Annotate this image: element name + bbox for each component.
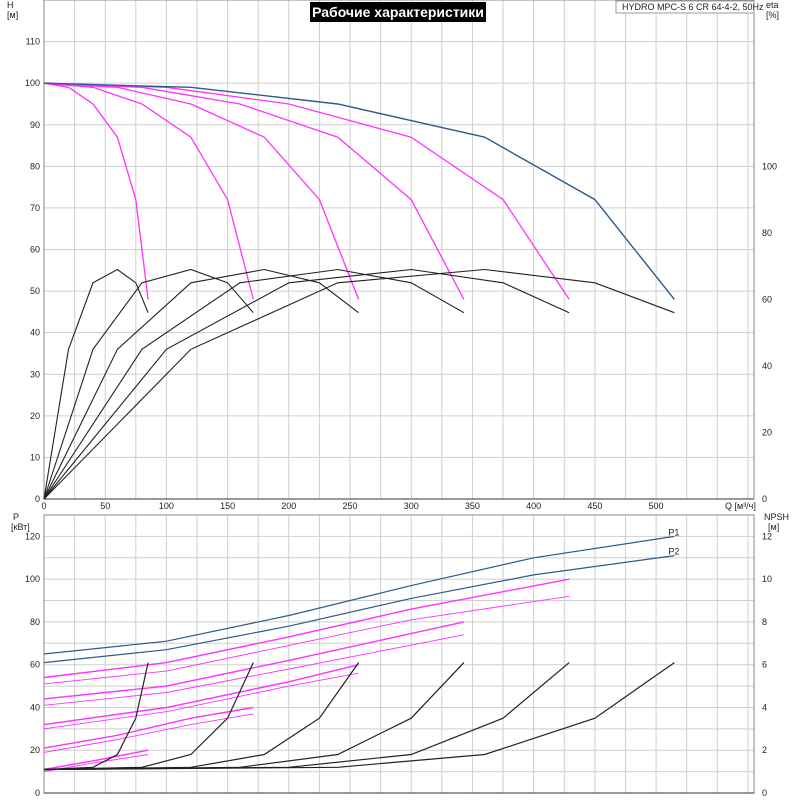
efficiency-curve [43, 268, 465, 500]
h-tick-label: 80 [30, 161, 40, 171]
head-curve [43, 82, 465, 300]
eta-tick-label: 60 [762, 294, 772, 304]
eta-axis-unit: [%] [766, 10, 779, 20]
npsh-tick-label: 8 [762, 617, 767, 627]
power-curve [43, 749, 149, 771]
h-tick-label: 60 [30, 245, 40, 255]
eta-tick-label: 100 [762, 161, 777, 171]
model-label-box [615, 0, 755, 14]
bottom-panel-frame [43, 514, 755, 794]
q-tick-label: 450 [587, 501, 602, 511]
eta-axis-title: eta [766, 0, 779, 10]
q-tick-label: 250 [343, 501, 358, 511]
npsh-curve [43, 662, 149, 771]
p-tick-label: 80 [30, 617, 40, 627]
power-curve [43, 634, 464, 706]
label-layer: Рабочие характеристики HYDRO MPC-S 6 CR … [7, 0, 789, 798]
efficiency-curve [43, 268, 254, 500]
efficiency-curve [43, 268, 359, 500]
q-axis-title: Q [м³/ч] [725, 501, 756, 511]
power-curve [43, 595, 570, 685]
npsh-tick-label: 4 [762, 702, 767, 712]
grid-layer [43, 0, 755, 794]
q-tick-label: 350 [465, 501, 480, 511]
power-curve [43, 578, 570, 679]
h-tick-label: 50 [30, 286, 40, 296]
npsh-tick-label: 10 [762, 574, 772, 584]
h-axis-title: H [7, 0, 14, 10]
power-curve [43, 672, 359, 730]
q-tick-label: 500 [649, 501, 664, 511]
power-curve [43, 713, 254, 753]
h-axis-unit: [м] [7, 10, 18, 20]
head-curve [43, 82, 149, 300]
npsh-axis-title: NPSH [764, 512, 789, 522]
h-tick-label: 0 [35, 494, 40, 504]
head-curve [43, 82, 675, 300]
q-tick-label: 50 [100, 501, 110, 511]
power-curve [43, 706, 254, 749]
npsh-tick-label: 12 [762, 531, 772, 541]
p-tick-label: 0 [35, 788, 40, 798]
q-tick-label: 300 [404, 501, 419, 511]
title-background [310, 2, 486, 22]
power-curve [43, 555, 675, 664]
eta-tick-label: 20 [762, 427, 772, 437]
npsh-curve [43, 662, 675, 771]
q-tick-label: 150 [220, 501, 235, 511]
efficiency-curve [43, 268, 149, 500]
power-curve [43, 664, 359, 726]
npsh-tick-label: 2 [762, 745, 767, 755]
chart-title: Рабочие характеристики [312, 4, 484, 20]
p-axis-unit: [кВт] [11, 522, 30, 532]
power-curve [43, 535, 675, 655]
p-axis-title: P [13, 512, 19, 522]
q-tick-label: 0 [41, 501, 46, 511]
h-tick-label: 100 [25, 78, 40, 88]
npsh-curve [43, 662, 570, 771]
power-curve [43, 621, 465, 700]
h-tick-label: 10 [30, 452, 40, 462]
npsh-tick-label: 0 [762, 788, 767, 798]
q-tick-label: 200 [281, 501, 296, 511]
p-tick-label: 120 [25, 531, 40, 541]
h-tick-label: 20 [30, 411, 40, 421]
p-tick-label: 60 [30, 660, 40, 670]
curve-layer [43, 82, 675, 773]
h-tick-label: 30 [30, 369, 40, 379]
h-tick-label: 40 [30, 328, 40, 338]
h-tick-label: 110 [26, 37, 40, 47]
eta-tick-label: 40 [762, 361, 772, 371]
npsh-axis-unit: [м] [768, 522, 779, 532]
power-curve-label: P1 [668, 527, 679, 537]
head-curve [43, 82, 254, 300]
model-label: HYDRO MPC-S 6 CR 64-4-2, 50Hz [622, 2, 764, 12]
efficiency-curve [43, 268, 675, 500]
npsh-curve [43, 662, 254, 771]
head-curve [43, 82, 360, 300]
p-tick-label: 40 [30, 702, 40, 712]
efficiency-curve [43, 268, 570, 500]
h-tick-label: 70 [30, 203, 40, 213]
npsh-tick-label: 6 [762, 660, 767, 670]
head-curve [43, 82, 570, 300]
q-tick-label: 100 [159, 501, 174, 511]
p-tick-label: 100 [25, 574, 40, 584]
eta-tick-label: 0 [762, 494, 767, 504]
p-tick-label: 20 [30, 745, 40, 755]
h-tick-label: 90 [30, 120, 40, 130]
eta-tick-label: 80 [762, 228, 772, 238]
power-curve-label: P2 [668, 547, 679, 557]
q-tick-label: 400 [526, 501, 541, 511]
